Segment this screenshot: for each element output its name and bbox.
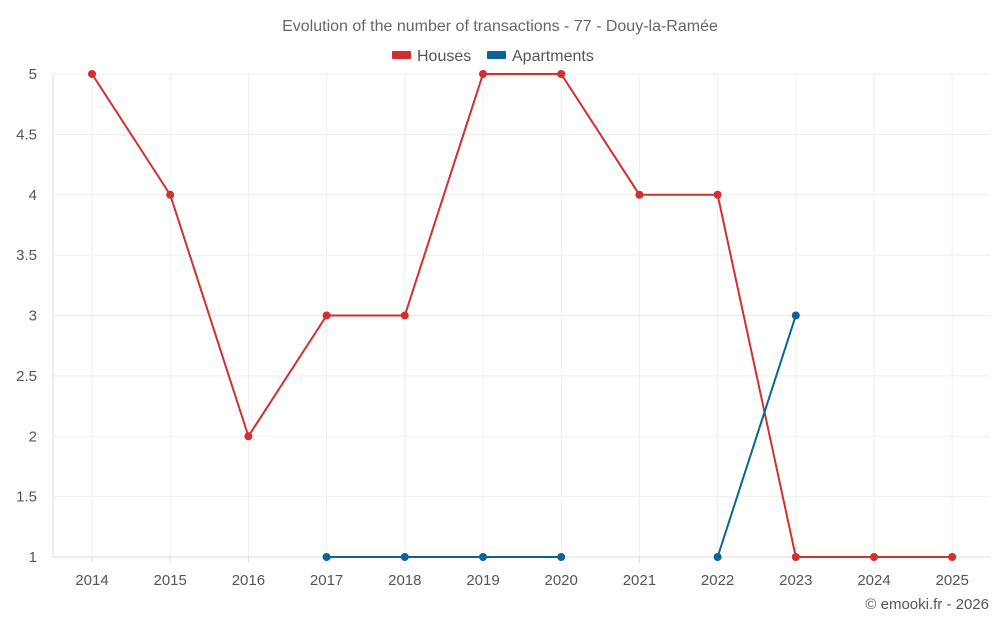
- apartments-point-2023[interactable]: [791, 311, 800, 320]
- houses-point-2024[interactable]: [870, 553, 878, 561]
- houses-point-2014[interactable]: [88, 70, 96, 78]
- apartments-line-segment: [716, 315, 797, 558]
- x-tick-label-9: 2023: [779, 572, 812, 589]
- legend-label-houses: Houses: [417, 48, 471, 65]
- y-tick-label-6: 4: [29, 187, 37, 204]
- series-apartments: [322, 311, 800, 561]
- y-tick-label-7: 4.5: [16, 126, 37, 143]
- x-tick-label-0: 2014: [75, 572, 108, 589]
- apartments-point-2022[interactable]: [713, 553, 722, 561]
- houses-point-2015[interactable]: [166, 190, 175, 199]
- chart-legend: Houses Apartments: [392, 48, 594, 65]
- y-tick-label-0: 1: [29, 549, 37, 566]
- y-tick-label-5: 3.5: [16, 247, 37, 264]
- apartments-point-2019[interactable]: [479, 553, 487, 561]
- x-tick-label-8: 2022: [701, 572, 734, 589]
- axes: 1 1.5 2 2.5 3 3.5 4 4.5 5 2014 2015 2016 2017 2018 201…: [16, 66, 990, 589]
- houses-point-2018[interactable]: [400, 311, 409, 320]
- x-tick-label-3: 2017: [310, 572, 343, 589]
- houses-point-2023[interactable]: [791, 553, 800, 561]
- x-tick-label-4: 2018: [388, 572, 421, 589]
- series-houses: [88, 70, 957, 561]
- apartments-point-2020[interactable]: [557, 553, 566, 561]
- legend-item-houses[interactable]: Houses: [392, 48, 471, 65]
- x-tick-label-7: 2021: [623, 572, 656, 589]
- y-tick-label-4: 3: [29, 308, 37, 325]
- y-tick-label-8: 5: [29, 66, 37, 83]
- legend-swatch-apartments: [487, 51, 506, 59]
- x-tick-label-6: 2020: [545, 572, 578, 589]
- y-tick-label-2: 2: [29, 428, 37, 445]
- houses-point-2020[interactable]: [557, 70, 566, 78]
- apartments-point-2018[interactable]: [400, 553, 409, 561]
- houses-point-2016[interactable]: [244, 432, 253, 441]
- legend-swatch-houses: [392, 51, 411, 59]
- houses-point-2025[interactable]: [948, 553, 957, 561]
- houses-line-segment: [91, 73, 953, 558]
- x-tick-label-1: 2015: [154, 572, 187, 589]
- data-series: [88, 70, 957, 561]
- chart-title: Evolution of the number of transactions …: [282, 18, 718, 35]
- legend-item-apartments[interactable]: Apartments: [487, 48, 594, 65]
- houses-point-2022[interactable]: [713, 190, 722, 199]
- grid-lines: [53, 73, 990, 558]
- apartments-point-2017[interactable]: [322, 553, 331, 561]
- y-tick-label-1: 1.5: [16, 489, 37, 506]
- houses-point-2019[interactable]: [479, 70, 487, 78]
- y-tick-label-3: 2.5: [16, 368, 37, 385]
- x-tick-label-5: 2019: [466, 572, 499, 589]
- credit-text: © emooki.fr - 2026: [865, 596, 989, 613]
- legend-label-apartments: Apartments: [512, 48, 594, 65]
- x-tick-label-2: 2016: [232, 572, 265, 589]
- x-tick-label-11: 2025: [936, 572, 969, 589]
- houses-point-2021[interactable]: [635, 190, 644, 199]
- x-tick-label-10: 2024: [857, 572, 890, 589]
- houses-point-2017[interactable]: [322, 311, 331, 320]
